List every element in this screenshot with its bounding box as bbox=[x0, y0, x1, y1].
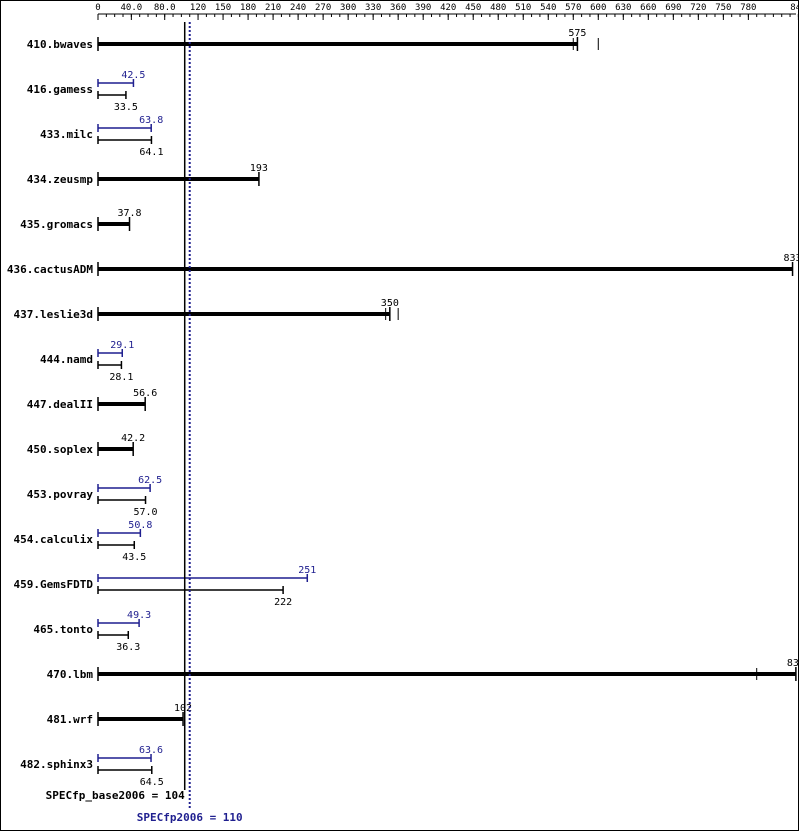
peak-value-label: 63.6 bbox=[139, 745, 163, 756]
benchmark-label: 433.milc bbox=[40, 128, 93, 141]
x-tick-label: 690 bbox=[665, 3, 681, 13]
peak-value-label: 42.5 bbox=[121, 70, 145, 81]
base-value-label: 222 bbox=[274, 597, 292, 608]
base-value-label: 575 bbox=[568, 28, 586, 39]
benchmark-label: 454.calculix bbox=[14, 533, 94, 546]
peak-value-label: 50.8 bbox=[128, 520, 152, 531]
x-tick-label: 0 bbox=[95, 3, 100, 13]
x-tick-label: 390 bbox=[415, 3, 431, 13]
x-tick-label: 240 bbox=[290, 3, 306, 13]
base-value-label: 57.0 bbox=[133, 507, 157, 518]
x-tick-label: 360 bbox=[390, 3, 406, 13]
x-tick-label: 150 bbox=[215, 3, 231, 13]
peak-value-label: 29.1 bbox=[110, 340, 134, 351]
benchmark-label: 434.zeusmp bbox=[27, 173, 94, 186]
x-tick-label: 600 bbox=[590, 3, 606, 13]
summary-base-label: SPECfp_base2006 = 104 bbox=[46, 789, 185, 802]
x-tick-label: 270 bbox=[315, 3, 331, 13]
benchmark-label: 453.povray bbox=[27, 488, 94, 501]
peak-value-label: 62.5 bbox=[138, 475, 162, 486]
base-value-label: 833 bbox=[784, 253, 799, 264]
x-tick-label: 780 bbox=[740, 3, 756, 13]
benchmark-label: 470.lbm bbox=[47, 668, 94, 681]
peak-value-label: 251 bbox=[298, 565, 316, 576]
x-tick-label: 450 bbox=[465, 3, 481, 13]
benchmark-label: 435.gromacs bbox=[20, 218, 93, 231]
benchmark-label: 481.wrf bbox=[47, 713, 93, 726]
base-value-label: 36.3 bbox=[116, 642, 140, 653]
base-value-label: 42.2 bbox=[121, 433, 145, 444]
base-value-label: 102 bbox=[174, 703, 192, 714]
base-value-label: 37.8 bbox=[117, 208, 141, 219]
base-value-label: 33.5 bbox=[114, 102, 138, 113]
x-tick-label: 720 bbox=[690, 3, 706, 13]
base-value-label: 837 bbox=[787, 658, 799, 669]
x-tick-label: 180 bbox=[240, 3, 256, 13]
bars: 410.bwaves 575 416.gamess 42.5 33.5 433.milc 6… bbox=[7, 28, 799, 788]
base-value-label: 64.1 bbox=[139, 147, 163, 158]
x-tick-label: 510 bbox=[515, 3, 531, 13]
base-value-label: 28.1 bbox=[109, 372, 133, 383]
x-tick-label: 420 bbox=[440, 3, 456, 13]
x-tick-label: 300 bbox=[340, 3, 356, 13]
x-tick-label: 80.0 bbox=[154, 3, 176, 13]
benchmark-label: 436.cactusADM bbox=[7, 263, 93, 276]
x-tick-label: 330 bbox=[365, 3, 381, 13]
x-tick-label: 750 bbox=[715, 3, 731, 13]
benchmark-label: 447.dealII bbox=[27, 398, 93, 411]
x-tick-label: 210 bbox=[265, 3, 281, 13]
benchmark-label: 416.gamess bbox=[27, 83, 93, 96]
reference-lines bbox=[183, 22, 191, 810]
benchmark-label: 410.bwaves bbox=[27, 38, 93, 51]
x-tick-label: 540 bbox=[540, 3, 556, 13]
x-tick-label: 120 bbox=[190, 3, 206, 13]
base-value-label: 56.6 bbox=[133, 388, 157, 399]
base-value-label: 43.5 bbox=[122, 552, 146, 563]
base-value-label: 350 bbox=[381, 298, 399, 309]
base-value-label: 64.5 bbox=[140, 777, 164, 788]
benchmark-label: 482.sphinx3 bbox=[20, 758, 93, 771]
x-tick-label: 840 bbox=[790, 3, 799, 13]
benchmark-label: 465.tonto bbox=[33, 623, 93, 636]
peak-value-label: 49.3 bbox=[127, 610, 151, 621]
x-tick-label: 480 bbox=[490, 3, 506, 13]
x-tick-label: 630 bbox=[615, 3, 631, 13]
benchmark-label: 450.soplex bbox=[27, 443, 94, 456]
x-axis: 0 40.0 80.0 120 150 180 210 240 270 300 330 360 390 4… bbox=[95, 3, 799, 20]
summary-peak-label: SPECfp2006 = 110 bbox=[137, 811, 243, 824]
benchmark-label: 459.GemsFDTD bbox=[14, 578, 94, 591]
peak-value-label: 63.8 bbox=[139, 115, 163, 126]
benchmark-label: 444.namd bbox=[40, 353, 93, 366]
base-value-label: 193 bbox=[250, 163, 268, 174]
benchmark-label: 437.leslie3d bbox=[14, 308, 93, 321]
x-tick-label: 660 bbox=[640, 3, 656, 13]
x-tick-label: 40.0 bbox=[121, 3, 143, 13]
x-tick-label: 570 bbox=[565, 3, 581, 13]
